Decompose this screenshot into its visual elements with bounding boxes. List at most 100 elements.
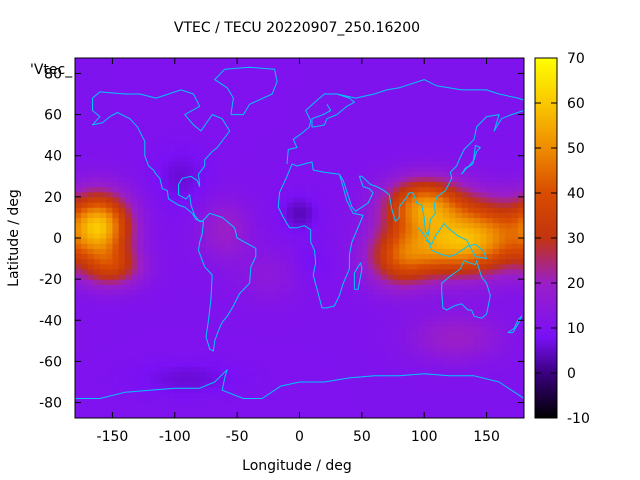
heatmap-cell	[199, 212, 207, 219]
heatmap-cell	[87, 346, 95, 352]
heatmap-cell	[224, 320, 232, 327]
heatmap-cell	[156, 320, 163, 327]
heatmap-cell	[467, 366, 475, 373]
heatmap-cell	[480, 212, 488, 219]
heatmap-cell	[106, 320, 114, 327]
heatmap-cell	[318, 196, 326, 203]
heatmap-cell	[106, 263, 114, 270]
heatmap-cell	[99, 124, 107, 131]
heatmap-cell	[330, 145, 338, 152]
heatmap-cell	[268, 243, 276, 249]
heatmap-cell	[237, 371, 244, 378]
heatmap-cell	[112, 382, 120, 388]
heatmap-cell	[324, 325, 332, 332]
heatmap-cell	[380, 160, 388, 167]
heatmap-cell	[361, 304, 369, 311]
heatmap-cell	[99, 232, 107, 239]
heatmap-cell	[299, 346, 307, 352]
heatmap-cell	[131, 191, 138, 198]
heatmap-cell	[262, 258, 269, 265]
heatmap-cell	[205, 217, 213, 224]
heatmap-cell	[274, 361, 282, 368]
heatmap-cell	[149, 310, 157, 316]
heatmap-cell	[417, 346, 425, 352]
heatmap-cell	[474, 114, 481, 121]
heatmap-cell	[93, 191, 101, 198]
heatmap-cell	[118, 150, 126, 157]
heatmap-cell	[112, 135, 120, 141]
heatmap-cell	[199, 202, 207, 208]
heatmap-cell	[305, 366, 313, 373]
heatmap-cell	[93, 58, 101, 64]
heatmap-cell	[430, 320, 438, 327]
heatmap-cell	[318, 73, 326, 80]
heatmap-cell	[324, 171, 332, 177]
heatmap-cell	[181, 268, 188, 275]
heatmap-cell	[305, 140, 313, 147]
heatmap-cell	[218, 279, 226, 285]
heatmap-cell	[149, 58, 157, 64]
heatmap-cell	[268, 145, 276, 152]
heatmap-cell	[299, 366, 307, 373]
heatmap-cell	[230, 289, 238, 296]
heatmap-cell	[505, 371, 513, 378]
heatmap-cell	[174, 304, 182, 311]
heatmap-cell	[106, 340, 114, 347]
heatmap-cell	[386, 135, 394, 141]
heatmap-cell	[224, 135, 232, 141]
heatmap-cell	[205, 263, 213, 270]
heatmap-cell	[181, 294, 188, 301]
heatmap-cell	[274, 248, 282, 255]
heatmap-cell	[243, 58, 251, 64]
heatmap-cell	[75, 402, 82, 409]
heatmap-cell	[193, 346, 201, 352]
heatmap-cell	[87, 232, 95, 239]
heatmap-cell	[162, 340, 170, 347]
heatmap-cell	[486, 145, 494, 152]
heatmap-cell	[174, 166, 182, 172]
heatmap-cell	[118, 289, 126, 296]
heatmap-cell	[417, 402, 425, 409]
heatmap-cell	[143, 274, 151, 280]
heatmap-cell	[386, 166, 394, 172]
heatmap-cell	[305, 284, 313, 291]
heatmap-cell	[156, 279, 163, 285]
heatmap-cell	[224, 263, 232, 270]
heatmap-cell	[199, 83, 207, 90]
heatmap-cell	[293, 171, 301, 177]
heatmap-cell	[156, 140, 163, 147]
heatmap-cell	[174, 176, 182, 183]
heatmap-cell	[436, 376, 444, 383]
heatmap-cell	[87, 176, 95, 183]
heatmap-cell	[417, 274, 425, 280]
heatmap-cell	[336, 248, 344, 255]
heatmap-cell	[81, 227, 89, 234]
heatmap-cell	[280, 140, 288, 147]
heatmap-cell	[168, 243, 176, 249]
heatmap-cell	[93, 150, 101, 157]
heatmap-cell	[343, 109, 350, 116]
heatmap-cell	[442, 238, 450, 244]
heatmap-cell	[355, 68, 363, 75]
heatmap-cell	[218, 376, 226, 383]
heatmap-cell	[461, 212, 469, 219]
heatmap-cell	[436, 340, 444, 347]
heatmap-cell	[93, 397, 101, 404]
heatmap-cell	[361, 258, 369, 265]
heatmap-cell	[156, 274, 163, 280]
heatmap-cell	[417, 114, 425, 121]
heatmap-cell	[305, 315, 313, 321]
heatmap-cell	[386, 382, 394, 388]
heatmap-cell	[162, 68, 170, 75]
heatmap-cell	[311, 392, 319, 399]
heatmap-cell	[336, 196, 344, 203]
heatmap-cell	[411, 58, 419, 64]
heatmap-cell	[112, 207, 120, 213]
heatmap-cell	[336, 88, 344, 95]
heatmap-cell	[330, 63, 338, 69]
heatmap-cell	[75, 304, 82, 311]
heatmap-cell	[199, 207, 207, 213]
heatmap-cell	[505, 222, 513, 229]
heatmap-cell	[511, 382, 519, 388]
heatmap-cell	[287, 150, 294, 157]
